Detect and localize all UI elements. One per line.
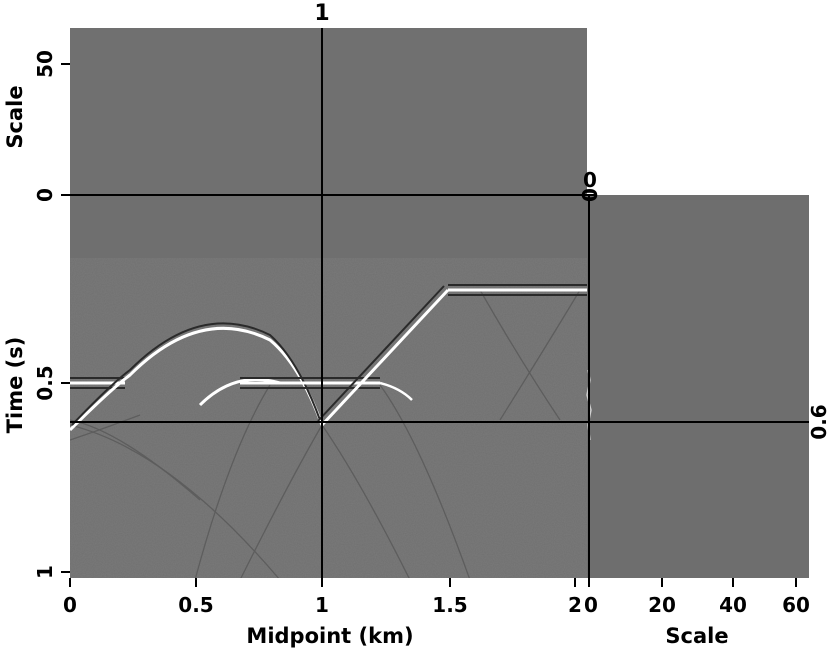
scale-x-tick-label: 60: [782, 593, 810, 617]
scale-x-axis: [588, 578, 797, 587]
x-tick-label: 1: [315, 593, 329, 617]
y-tick-label: 0: [33, 188, 57, 202]
scale-x-tick-label: 0: [584, 593, 598, 617]
x-tick-label: 0: [63, 593, 77, 617]
scale-x-axis-label: Scale: [665, 624, 728, 648]
crosshair-midpoint-label: 1: [314, 1, 329, 26]
scale-x-tick-label: 40: [719, 593, 747, 617]
y-axis-label: Time (s): [3, 337, 27, 434]
dipping-reflector: [320, 288, 450, 427]
arc-left: [70, 326, 324, 432]
main-x-axis: [69, 578, 576, 587]
top-y-axis-label: Scale: [3, 85, 27, 148]
y-tick-label: 0.5: [33, 365, 57, 400]
x-tick-label: 1.5: [432, 593, 467, 617]
x-tick-label: 2: [568, 593, 582, 617]
top-y-tick-label: 50: [33, 50, 57, 78]
crosshair-scale-label-top: 0: [583, 168, 597, 192]
seismic-events: [70, 284, 587, 578]
crosshair-time-label: 0.6: [807, 404, 831, 439]
top-scale-panel: [70, 28, 587, 195]
y-tick-label: 1: [33, 565, 57, 579]
x-axis-label: Midpoint (km): [246, 624, 413, 648]
x-tick-label: 0.5: [178, 593, 213, 617]
scale-x-tick-label: 20: [648, 593, 676, 617]
crosshair-scale-label-rotated: 0: [578, 188, 602, 202]
right-scale-panel: [587, 195, 809, 578]
main-y-axis: [61, 194, 70, 573]
arc-middle: [198, 378, 281, 407]
